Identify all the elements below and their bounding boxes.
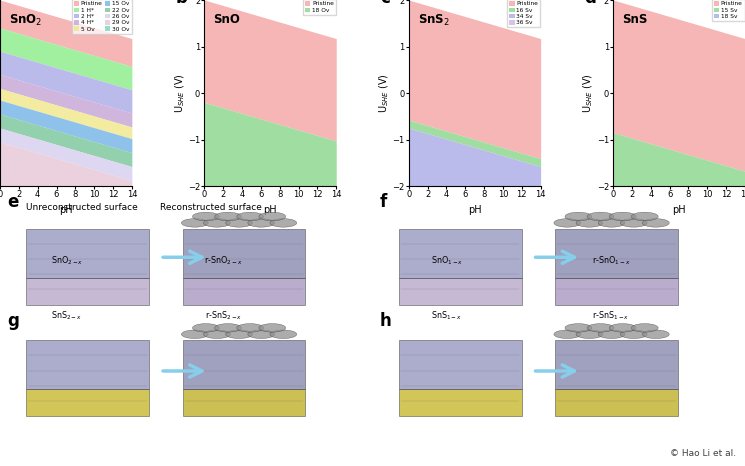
Bar xyxy=(183,278,305,305)
Circle shape xyxy=(203,219,230,227)
Circle shape xyxy=(631,212,658,221)
Text: r-SnS$_{1-x}$: r-SnS$_{1-x}$ xyxy=(592,309,630,322)
Text: g: g xyxy=(7,312,19,330)
Bar xyxy=(399,390,522,416)
Circle shape xyxy=(642,330,669,338)
Text: SnO: SnO xyxy=(214,13,241,26)
Circle shape xyxy=(621,219,647,227)
Y-axis label: U$_{SHE}$ (V): U$_{SHE}$ (V) xyxy=(173,73,186,113)
Text: Reconstructed surface: Reconstructed surface xyxy=(160,203,262,212)
Text: r-SnO$_{2-x}$: r-SnO$_{2-x}$ xyxy=(204,255,243,267)
Circle shape xyxy=(248,219,275,227)
Y-axis label: U$_{SHE}$ (V): U$_{SHE}$ (V) xyxy=(582,73,595,113)
Circle shape xyxy=(192,212,219,221)
Text: f: f xyxy=(380,193,387,211)
Circle shape xyxy=(587,323,614,332)
Text: h: h xyxy=(380,312,392,330)
Text: Unreconstructed surface: Unreconstructed surface xyxy=(26,203,138,212)
Circle shape xyxy=(554,219,580,227)
Circle shape xyxy=(587,212,614,221)
Text: Surface reconstruction analyses.: Surface reconstruction analyses. xyxy=(9,433,228,446)
Circle shape xyxy=(270,219,297,227)
Circle shape xyxy=(182,219,208,227)
Circle shape xyxy=(609,212,636,221)
Circle shape xyxy=(237,323,264,332)
Text: r-SnS$_{2-x}$: r-SnS$_{2-x}$ xyxy=(205,309,242,322)
Circle shape xyxy=(215,212,241,221)
Circle shape xyxy=(259,323,285,332)
Circle shape xyxy=(270,330,297,338)
Text: r-SnO$_{1-x}$: r-SnO$_{1-x}$ xyxy=(592,255,630,267)
X-axis label: pH: pH xyxy=(468,205,481,215)
Legend: Pristine, 1 H*, 2 H*, 4 H*, 5 Ov, 15 Ov, 22 Ov, 26 Ov, 29 Ov, 30 Ov: Pristine, 1 H*, 2 H*, 4 H*, 5 Ov, 15 Ov,… xyxy=(72,0,132,34)
Legend: Pristine, 16 Sv, 34 Sv, 36 Sv: Pristine, 16 Sv, 34 Sv, 36 Sv xyxy=(507,0,540,27)
Circle shape xyxy=(631,323,658,332)
X-axis label: pH: pH xyxy=(264,205,277,215)
Circle shape xyxy=(609,323,636,332)
Bar xyxy=(399,340,522,390)
Bar xyxy=(555,278,678,305)
Text: © Hao Li et al.: © Hao Li et al. xyxy=(670,450,736,459)
Circle shape xyxy=(259,212,285,221)
Text: SnS$_{1-x}$: SnS$_{1-x}$ xyxy=(431,309,463,322)
Text: e: e xyxy=(7,193,19,211)
Text: c: c xyxy=(380,0,390,7)
Bar xyxy=(26,340,149,390)
Circle shape xyxy=(576,330,603,338)
Circle shape xyxy=(554,330,580,338)
Text: SnO$_{1-x}$: SnO$_{1-x}$ xyxy=(431,255,463,267)
Bar xyxy=(183,390,305,416)
Text: b: b xyxy=(175,0,187,7)
Circle shape xyxy=(226,219,253,227)
Circle shape xyxy=(182,330,208,338)
Bar xyxy=(555,340,678,390)
Bar xyxy=(26,229,149,278)
Text: SnO$_2$: SnO$_2$ xyxy=(9,13,42,28)
Circle shape xyxy=(192,323,219,332)
Circle shape xyxy=(565,323,592,332)
Text: d: d xyxy=(584,0,596,7)
Circle shape xyxy=(248,330,275,338)
Circle shape xyxy=(642,219,669,227)
Bar xyxy=(183,340,305,390)
Legend: Pristine, 18 Ov: Pristine, 18 Ov xyxy=(303,0,336,15)
Circle shape xyxy=(215,323,241,332)
Circle shape xyxy=(598,330,625,338)
X-axis label: pH: pH xyxy=(672,205,686,215)
X-axis label: pH: pH xyxy=(59,205,73,215)
Text: SnO$_{2-x}$: SnO$_{2-x}$ xyxy=(51,255,83,267)
Bar xyxy=(399,229,522,278)
Circle shape xyxy=(621,330,647,338)
Text: SnS$_2$: SnS$_2$ xyxy=(418,13,450,28)
Text: SnS$_{2-x}$: SnS$_{2-x}$ xyxy=(51,309,83,322)
Bar xyxy=(26,390,149,416)
Circle shape xyxy=(576,219,603,227)
Text: SnS: SnS xyxy=(622,13,647,26)
Bar xyxy=(555,390,678,416)
Circle shape xyxy=(203,330,230,338)
Circle shape xyxy=(237,212,264,221)
Bar xyxy=(399,278,522,305)
Bar xyxy=(555,229,678,278)
Bar xyxy=(26,278,149,305)
Legend: Pristine, 15 Sv, 18 Sv: Pristine, 15 Sv, 18 Sv xyxy=(711,0,745,21)
Circle shape xyxy=(226,330,253,338)
Circle shape xyxy=(598,219,625,227)
Y-axis label: U$_{SHE}$ (V): U$_{SHE}$ (V) xyxy=(378,73,391,113)
Circle shape xyxy=(565,212,592,221)
Bar xyxy=(183,229,305,278)
